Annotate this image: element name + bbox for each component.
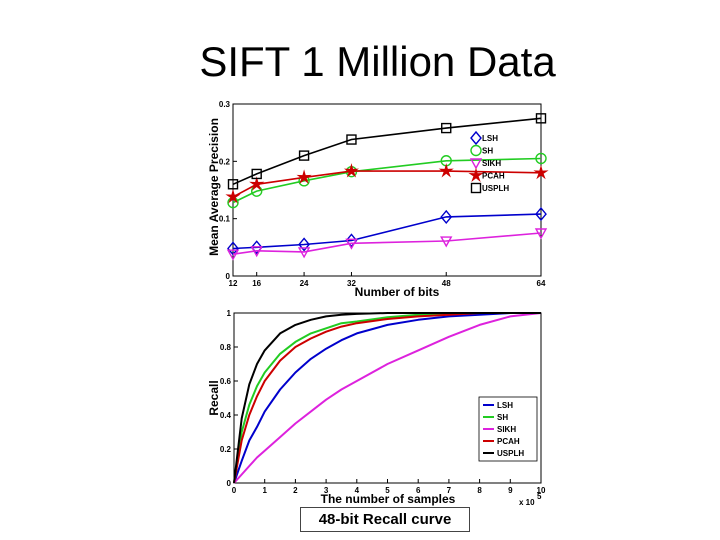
data-point-pcah xyxy=(533,164,549,180)
x-tick-label: 24 xyxy=(300,279,309,288)
x-tick-label: 8 xyxy=(477,486,482,495)
x-axis-multiplier: x 10 xyxy=(519,498,535,507)
y-tick-label: 0 xyxy=(226,272,231,281)
data-point-sikh xyxy=(250,246,263,258)
data-point-sikh xyxy=(534,228,548,240)
x-tick-label: 1 xyxy=(262,486,267,495)
series-line-sikh xyxy=(232,232,542,255)
data-point-sikh xyxy=(345,238,358,250)
x-tick-label: 48 xyxy=(442,279,451,288)
x-tick-label: 12 xyxy=(229,279,238,288)
x-axis-label: The number of samples xyxy=(321,492,456,506)
x-axis-multiplier-exponent: 5 xyxy=(537,492,542,501)
legend-label-usplh: USPLH xyxy=(497,449,524,458)
y-tick-label: 0.6 xyxy=(220,377,232,386)
legend-label-sikh: SIKH xyxy=(482,159,501,168)
y-axis-label: Recall xyxy=(207,380,221,415)
data-point-sikh xyxy=(226,249,240,261)
series-line-pcah xyxy=(232,170,542,198)
legend-marker-sikh xyxy=(469,158,483,170)
series-line-lsh xyxy=(232,213,542,250)
legend-marker-sh xyxy=(470,144,482,157)
data-point-lsh xyxy=(298,237,310,252)
x-tick-label: 3 xyxy=(324,486,329,495)
x-tick-label: 6 xyxy=(416,486,421,495)
y-tick-label: 0.2 xyxy=(219,157,231,166)
legend-label-sh: SH xyxy=(497,413,508,422)
data-point-sh xyxy=(535,152,547,165)
legend-label-sikh: SIKH xyxy=(497,425,516,434)
x-axis-label: Number of bits xyxy=(355,285,440,299)
y-tick-label: 1 xyxy=(227,309,232,318)
figure-caption: 48-bit Recall curve xyxy=(300,507,470,532)
legend-label-lsh: LSH xyxy=(497,401,513,410)
data-point-lsh xyxy=(250,240,263,255)
data-point-lsh xyxy=(227,241,239,256)
data-point-pcah xyxy=(438,163,454,178)
legend-box xyxy=(478,396,538,462)
x-tick-label: 4 xyxy=(355,486,360,495)
y-tick-label: 0.8 xyxy=(220,343,232,352)
x-tick-label: 10 xyxy=(537,486,546,495)
legend-marker-pcah xyxy=(468,167,484,182)
x-tick-label: 64 xyxy=(537,279,546,288)
series-line-lsh xyxy=(233,312,541,484)
legend: LSH SH SIKH PCAH USPLH xyxy=(478,396,538,462)
x-tick-label: 16 xyxy=(252,279,261,288)
y-axis-label: Mean Average Precision xyxy=(207,118,221,256)
y-tick-label: 0.2 xyxy=(220,445,232,454)
x-tick-label: 2 xyxy=(293,486,298,495)
data-point-usplh xyxy=(441,122,452,134)
y-tick-label: 0.3 xyxy=(219,100,231,109)
x-tick-label: 7 xyxy=(447,486,452,495)
data-point-pcah xyxy=(343,163,360,178)
data-point-usplh xyxy=(298,150,310,161)
legend-label-lsh: LSH xyxy=(482,134,498,143)
data-point-pcah xyxy=(225,188,241,204)
legend-label-pcah: PCAH xyxy=(497,437,520,446)
legend-label-usplh: USPLH xyxy=(482,184,509,193)
data-point-lsh xyxy=(345,233,358,248)
data-point-usplh xyxy=(535,113,547,124)
legend-marker-lsh xyxy=(470,130,482,146)
y-tick-label: 0 xyxy=(227,479,232,488)
data-point-pcah xyxy=(249,176,265,191)
data-point-usplh xyxy=(227,179,239,190)
y-tick-label: 0.4 xyxy=(220,411,232,420)
data-point-sikh xyxy=(440,236,453,248)
slide-title: SIFT 1 Million Data xyxy=(199,38,556,85)
legend-marker-usplh xyxy=(470,182,482,194)
legend-label-pcah: PCAH xyxy=(482,172,505,181)
data-point-sikh xyxy=(297,247,311,259)
legend: LSH SH SIKH PCAH USPLH xyxy=(468,130,509,194)
data-point-lsh xyxy=(440,209,453,225)
data-point-lsh xyxy=(535,206,547,222)
series-line-sikh xyxy=(233,312,542,484)
x-tick-label: 9 xyxy=(508,486,513,495)
y-tick-label: 0.1 xyxy=(219,215,231,224)
data-point-pcah xyxy=(296,169,312,184)
x-tick-label: 0 xyxy=(232,486,237,495)
x-tick-label: 32 xyxy=(347,279,356,288)
recall-chart: 0 1 2 3 4 5 6 7 8 9 10 0 0.2 0.4 0.6 0.8 1 The number of … xyxy=(207,309,546,507)
data-point-usplh xyxy=(346,134,357,145)
legend-label-sh: SH xyxy=(482,147,493,156)
map-chart: 12 16 24 32 48 64 0 0.1 0.2 0.3 Number of bits Mean… xyxy=(207,100,549,299)
series-line-usplh xyxy=(233,312,541,484)
series-line-pcah xyxy=(233,312,541,484)
x-tick-label: 5 xyxy=(385,486,390,495)
data-point-usplh xyxy=(251,168,262,180)
